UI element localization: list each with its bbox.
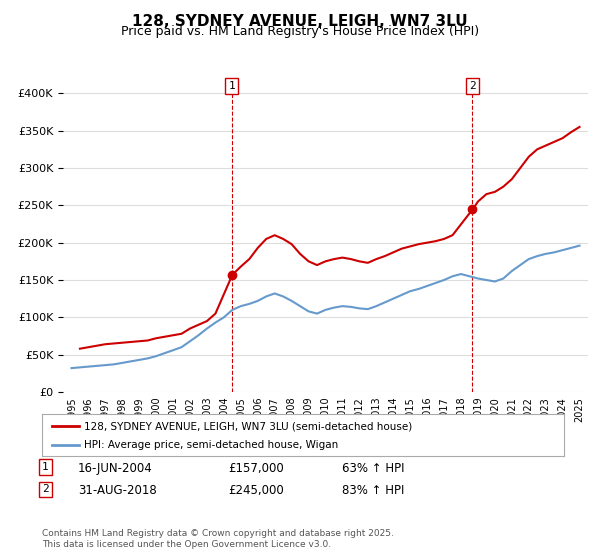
Text: 1: 1 xyxy=(228,81,235,91)
Text: HPI: Average price, semi-detached house, Wigan: HPI: Average price, semi-detached house,… xyxy=(84,440,338,450)
Text: 128, SYDNEY AVENUE, LEIGH, WN7 3LU (semi-detached house): 128, SYDNEY AVENUE, LEIGH, WN7 3LU (semi… xyxy=(84,421,412,431)
Text: 128, SYDNEY AVENUE, LEIGH, WN7 3LU: 128, SYDNEY AVENUE, LEIGH, WN7 3LU xyxy=(132,14,468,29)
Text: £245,000: £245,000 xyxy=(228,484,284,497)
Text: 2: 2 xyxy=(469,81,476,91)
Text: 83% ↑ HPI: 83% ↑ HPI xyxy=(342,484,404,497)
Text: 1: 1 xyxy=(42,462,49,472)
Text: Contains HM Land Registry data © Crown copyright and database right 2025.
This d: Contains HM Land Registry data © Crown c… xyxy=(42,529,394,549)
Text: Price paid vs. HM Land Registry's House Price Index (HPI): Price paid vs. HM Land Registry's House … xyxy=(121,25,479,38)
Text: 2: 2 xyxy=(42,484,49,494)
Text: £157,000: £157,000 xyxy=(228,462,284,475)
Text: 16-JUN-2004: 16-JUN-2004 xyxy=(78,462,153,475)
Text: 63% ↑ HPI: 63% ↑ HPI xyxy=(342,462,404,475)
Text: 31-AUG-2018: 31-AUG-2018 xyxy=(78,484,157,497)
